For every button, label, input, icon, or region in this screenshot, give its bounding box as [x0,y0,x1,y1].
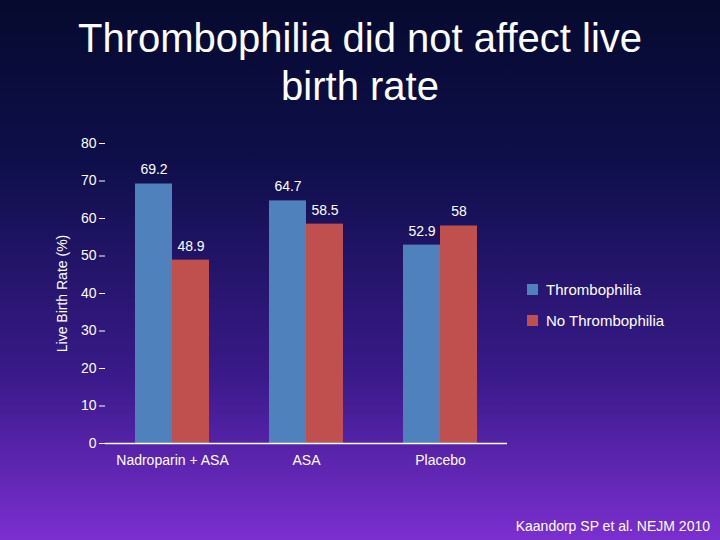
svg-text:ASA: ASA [292,452,321,468]
svg-text:30: 30 [81,322,97,338]
svg-text:80: 80 [81,135,97,151]
svg-text:64.7: 64.7 [274,178,301,194]
svg-text:40: 40 [81,285,97,301]
html-text:Kaandorp SP et al. NEJM 2010: Kaandorp SP et al. NEJM 2010 [515,518,710,534]
svg-text:Nadroparin + ASA: Nadroparin + ASA [116,452,229,468]
svg-text:48.9: 48.9 [177,238,204,254]
html-text:Thrombophilia: Thrombophilia [546,281,641,298]
svg-text:Live Birth Rate (%): Live Birth Rate (%) [54,235,70,352]
svg-text:Placebo: Placebo [415,452,466,468]
svg-text:58: 58 [451,203,467,219]
svg-text:60: 60 [81,210,97,226]
svg-text:70: 70 [81,172,97,188]
svg-text:69.2: 69.2 [140,161,167,177]
svg-text:10: 10 [81,397,97,413]
svg-text:50: 50 [81,247,97,263]
svg-text:0: 0 [89,435,97,451]
html-text:Thrombophilia did not affect l: Thrombophilia did not affect live birth … [78,16,642,108]
svg-text:58.5: 58.5 [311,202,338,218]
svg-text:52.9: 52.9 [408,223,435,239]
html-text:No Thrombophilia: No Thrombophilia [546,312,665,329]
svg-text:20: 20 [81,360,97,376]
